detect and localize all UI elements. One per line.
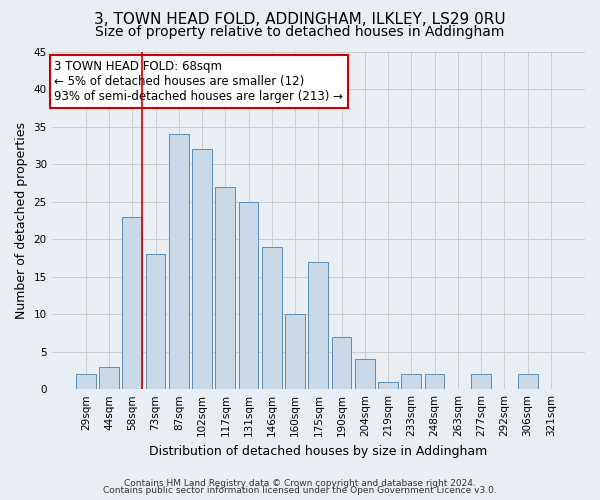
Text: Size of property relative to detached houses in Addingham: Size of property relative to detached ho… <box>95 25 505 39</box>
X-axis label: Distribution of detached houses by size in Addingham: Distribution of detached houses by size … <box>149 444 487 458</box>
Bar <box>146 254 166 389</box>
Text: 3 TOWN HEAD FOLD: 68sqm
← 5% of detached houses are smaller (12)
93% of semi-det: 3 TOWN HEAD FOLD: 68sqm ← 5% of detached… <box>55 60 343 103</box>
Bar <box>518 374 538 389</box>
Bar <box>401 374 421 389</box>
Y-axis label: Number of detached properties: Number of detached properties <box>15 122 28 319</box>
Bar <box>355 359 375 389</box>
Bar <box>99 366 119 389</box>
Text: Contains HM Land Registry data © Crown copyright and database right 2024.: Contains HM Land Registry data © Crown c… <box>124 478 476 488</box>
Bar <box>192 149 212 389</box>
Bar <box>169 134 188 389</box>
Bar <box>308 262 328 389</box>
Text: Contains public sector information licensed under the Open Government Licence v3: Contains public sector information licen… <box>103 486 497 495</box>
Bar <box>332 336 352 389</box>
Bar <box>239 202 259 389</box>
Bar <box>76 374 95 389</box>
Bar <box>378 382 398 389</box>
Bar <box>285 314 305 389</box>
Bar <box>215 186 235 389</box>
Bar <box>122 216 142 389</box>
Text: 3, TOWN HEAD FOLD, ADDINGHAM, ILKLEY, LS29 0RU: 3, TOWN HEAD FOLD, ADDINGHAM, ILKLEY, LS… <box>94 12 506 28</box>
Bar <box>471 374 491 389</box>
Bar <box>262 246 282 389</box>
Bar <box>425 374 445 389</box>
